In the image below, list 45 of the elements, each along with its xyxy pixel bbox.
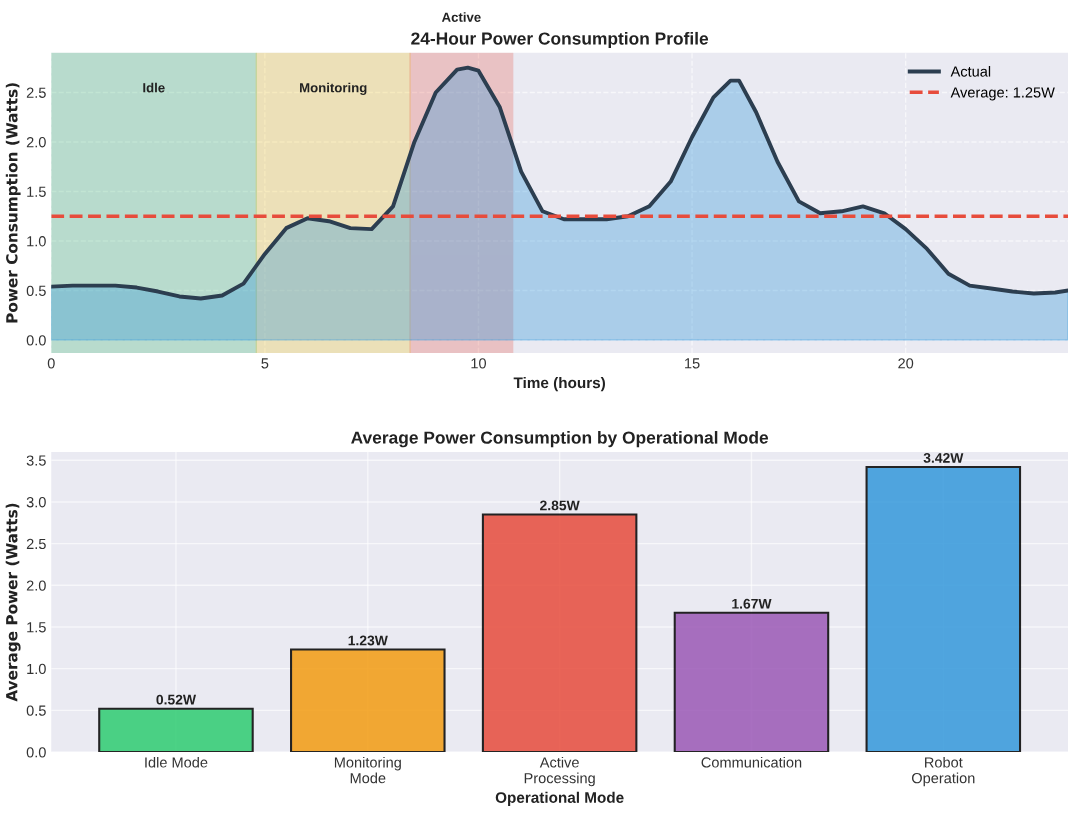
data-label: 1.23W — [348, 635, 388, 646]
bar — [290, 648, 446, 753]
legend-label: Average: 1.25W — [950, 87, 1055, 101]
legend-label: Actual — [950, 65, 991, 77]
x-tick-label: 20 — [898, 358, 914, 369]
data-label: 2.85W — [540, 500, 580, 511]
y-tick-label: 0.0 — [26, 747, 46, 758]
chart-title: 24-Hour Power Consumption Profile — [411, 31, 709, 49]
x-tick-label: Active Processing — [524, 756, 595, 787]
data-label: 1.67W — [732, 598, 772, 609]
data-label: 3.42W — [923, 452, 964, 463]
y-tick-label: 1.5 — [27, 186, 46, 197]
y-tick-label: 3.5 — [26, 455, 46, 466]
y-tick-label: 2.0 — [26, 580, 46, 591]
x-axis-title: Operational Mode — [495, 791, 624, 806]
x-tick-label: Communication — [701, 756, 802, 768]
bar — [481, 513, 638, 753]
x-tick-label: Monitoring Mode — [334, 756, 401, 784]
band-label: Active — [441, 12, 481, 22]
y-axis-title: Power Consumption (Watts) — [5, 83, 21, 323]
y-axis-title: Average Power (Watts) — [5, 503, 21, 702]
y-tick-label: 3.0 — [26, 497, 46, 508]
x-tick-label: 15 — [685, 358, 700, 369]
x-axis-title: Time (hours) — [513, 376, 605, 392]
x-tick-label: Robot Operation — [911, 756, 975, 787]
y-tick-label: 0.0 — [26, 335, 46, 346]
y-tick-label: 2.5 — [26, 538, 46, 550]
x-tick-label: Idle Mode — [145, 756, 208, 768]
y-tick-label: 0.5 — [26, 285, 46, 296]
x-tick-label: 5 — [261, 358, 269, 369]
y-tick-label: 1.0 — [27, 236, 46, 247]
bar — [98, 707, 254, 753]
band-label: Idle — [143, 82, 165, 93]
y-tick-label: 2.0 — [26, 137, 46, 148]
data-label: 0.52W — [156, 694, 197, 705]
y-tick-label: 1.5 — [27, 622, 46, 633]
chart-title: Average Power Consumption by Operational Mode — [351, 431, 769, 448]
y-tick-label: 1.0 — [27, 663, 46, 675]
band-label: Monitoring — [300, 82, 367, 96]
y-tick-label: 2.5 — [26, 87, 46, 98]
bar — [865, 465, 1022, 753]
y-tick-label: 0.5 — [26, 705, 46, 716]
x-tick-label: 0 — [47, 358, 55, 369]
x-tick-label: 10 — [471, 358, 486, 369]
bar — [673, 611, 830, 753]
